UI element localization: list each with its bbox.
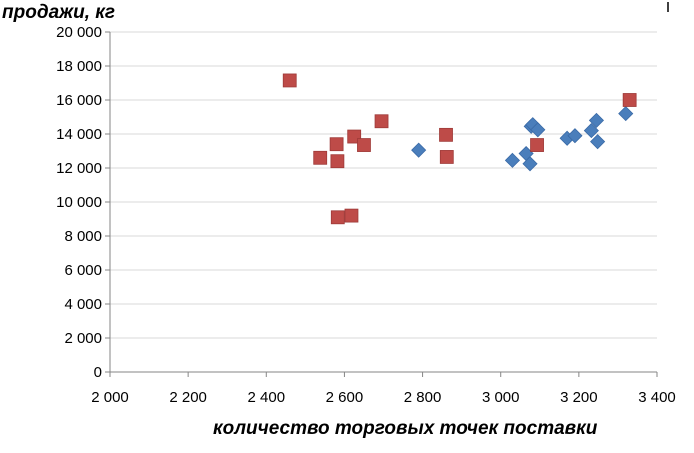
data-points (282, 73, 637, 225)
diamond-marker (583, 123, 599, 139)
diamond-marker (530, 122, 546, 138)
diamond-marker (590, 134, 606, 150)
square-marker (357, 138, 371, 152)
y-tick-label: 8 000 (64, 228, 102, 245)
diamond-marker (588, 112, 605, 128)
x-tick-label: 3 400 (638, 389, 676, 406)
x-tick-label: 3 000 (482, 389, 520, 406)
square-marker (330, 154, 345, 169)
y-tick-label: 20 000 (56, 24, 102, 41)
square-marker (344, 208, 359, 223)
y-tick-label: 2 000 (64, 330, 102, 347)
y-tick-label: 14 000 (56, 126, 102, 143)
y-tick-label: 0 (94, 364, 102, 381)
y-tick-label: 4 000 (64, 296, 102, 313)
square-marker (439, 127, 453, 142)
diamond-marker (411, 142, 427, 158)
y-tick-label: 16 000 (56, 92, 102, 109)
square-marker (313, 150, 328, 165)
x-tick-label: 2 200 (169, 389, 207, 406)
square-marker (374, 114, 389, 129)
x-tick-label: 2 600 (326, 389, 364, 406)
y-tick-label: 10 000 (56, 194, 102, 211)
axes (105, 2, 669, 377)
y-tick-label: 12 000 (56, 160, 102, 177)
diamond-marker (504, 152, 521, 168)
y-tick-labels: 0 2 000 4 000 6 000 8 000 10 000 12 000 14 000 1… (56, 24, 102, 381)
x-tick-label: 3 200 (560, 389, 598, 406)
y-tick-label: 18 000 (56, 58, 102, 75)
gridlines (110, 31, 657, 339)
diamond-marker (618, 106, 634, 122)
x-tick-label: 2 400 (248, 389, 286, 406)
diamond-marker (567, 128, 583, 144)
x-tick-label: 2 000 (91, 389, 129, 406)
square-marker (282, 73, 297, 88)
square-marker (329, 137, 344, 152)
square-marker (530, 138, 544, 152)
x-axis-title: количество торговых точек поставки (213, 418, 598, 439)
y-tick-label: 6 000 (64, 262, 102, 279)
y-axis-title: продажи, кг (2, 2, 116, 23)
x-tick-label: 2 800 (404, 389, 442, 406)
square-marker (622, 93, 637, 107)
square-marker (439, 150, 454, 164)
diamond-marker (522, 156, 538, 172)
x-tick-labels: 2 000 2 200 2 400 2 600 2 800 3 000 3 200 3 400 (91, 389, 676, 406)
square-marker (330, 210, 345, 225)
